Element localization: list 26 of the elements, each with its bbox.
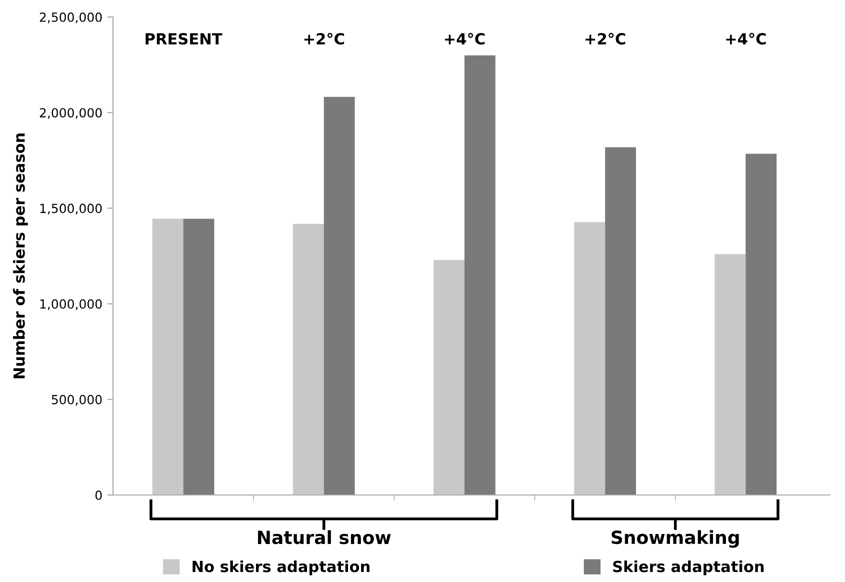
text: Snowmaking [612,530,739,548]
y-tick-label: 2,000,000 [40,108,102,119]
y-tick-label: 1,500,000 [40,204,102,214]
bar [605,147,636,495]
x-tick-label: +2°C [586,32,626,45]
x-tick-label: +2°C [304,32,344,45]
bar [183,218,214,495]
y-tick-label: 1,000,000 [40,299,102,310]
text: Natural snow [258,530,391,544]
bar [152,218,184,495]
bar [746,154,777,495]
bar [574,222,606,495]
y-axis-title: Number of skiers per season [13,134,28,378]
bar [292,224,324,495]
y-tick-label: 2,500,000 [40,12,102,24]
y-tick-label: 0 [95,490,102,500]
y-tick-label: 500,000 [52,394,102,406]
legend-label: Skiers adaptation [613,560,764,576]
bar [434,260,464,495]
bar [464,55,496,495]
bar [714,254,746,495]
x-tick-label: PRESENT [146,33,222,45]
bar [324,96,355,495]
legend-label: No skiers adaptation [192,560,370,576]
x-tick-label: +4°C [444,32,485,45]
x-tick-label: +4°C [726,32,766,45]
